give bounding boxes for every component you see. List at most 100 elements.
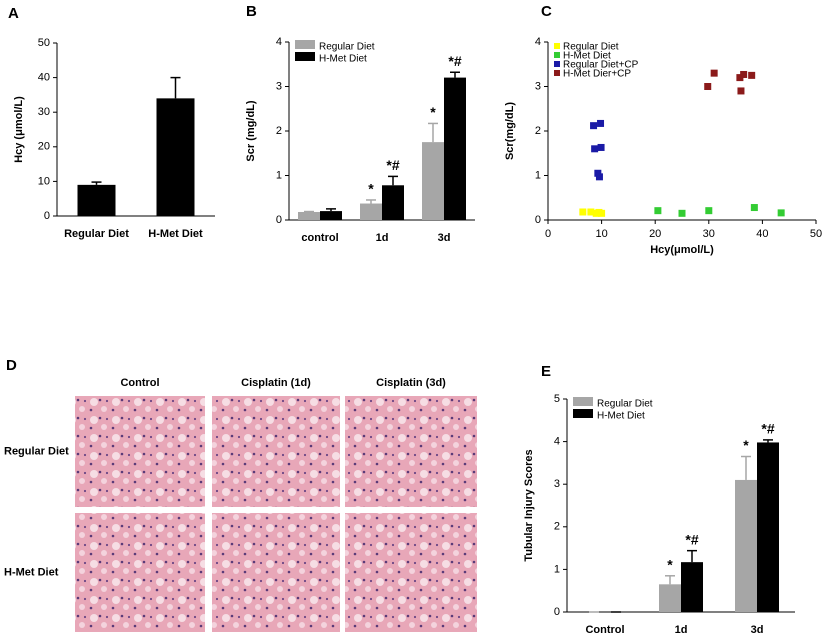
scatter-point <box>595 173 603 181</box>
x-tick-label: 1d <box>376 232 389 244</box>
scatter-point <box>678 209 686 217</box>
y-tick-label: 1 <box>554 563 560 575</box>
histology-image <box>75 396 205 507</box>
legend-label: Regular Diet <box>597 399 653 410</box>
legend-swatch <box>295 40 315 49</box>
bar <box>444 77 466 220</box>
panel-letter: B <box>246 3 257 20</box>
y-tick-label: 2 <box>554 521 560 533</box>
x-tick-label: 1d <box>675 624 688 636</box>
x-tick-label: 3d <box>438 232 451 244</box>
bar <box>735 479 757 612</box>
y-tick-label: 0 <box>554 606 560 618</box>
legend-label: H-Met Diet <box>597 411 645 422</box>
significance-mark: *# <box>386 157 399 173</box>
x-tick-label: Control <box>585 624 624 636</box>
panel-letter: E <box>541 363 551 380</box>
column-label: Cisplatin (1d) <box>241 377 311 389</box>
histology-image <box>345 396 477 507</box>
y-tick-label: 0 <box>535 214 541 226</box>
x-tick-label: 30 <box>703 228 715 240</box>
scatter-point <box>710 69 718 77</box>
legend-label: H-Met Diet <box>319 54 367 65</box>
y-axis-label: Scr(mg/dL) <box>504 102 516 160</box>
legend-swatch <box>573 409 593 418</box>
legend-swatch <box>554 43 560 49</box>
x-tick-label: 0 <box>545 228 551 240</box>
bar <box>298 211 320 220</box>
y-tick-label: 4 <box>276 36 282 48</box>
legend-swatch <box>554 61 560 67</box>
significance-mark: * <box>368 181 374 197</box>
x-tick-label: Regular Diet <box>64 228 129 240</box>
scatter-point <box>591 145 599 153</box>
scatter-point <box>587 208 595 216</box>
row-label: Regular Diet <box>4 445 69 457</box>
significance-mark: *# <box>685 531 698 547</box>
scatter-point <box>594 169 602 177</box>
legend-swatch <box>573 397 593 406</box>
y-tick-label: 0 <box>44 210 50 222</box>
histology-image <box>212 396 340 507</box>
bar <box>382 185 404 220</box>
y-axis-label: Tubular Injury Scores <box>523 449 535 561</box>
y-tick-label: 10 <box>38 175 50 187</box>
x-tick-label: 10 <box>595 228 607 240</box>
y-tick-label: 3 <box>535 80 541 92</box>
column-label: Control <box>120 377 159 389</box>
x-tick-label: 3d <box>751 624 764 636</box>
scatter-point <box>705 207 713 215</box>
y-tick-label: 5 <box>554 393 560 405</box>
column-label: Cisplatin (3d) <box>376 377 446 389</box>
scatter-point <box>654 207 662 215</box>
legend-swatch <box>295 52 315 61</box>
y-tick-label: 3 <box>276 80 282 92</box>
y-tick-label: 3 <box>554 478 560 490</box>
y-tick-label: 1 <box>535 169 541 181</box>
legend-label: H-Met Dier+CP <box>563 69 631 80</box>
scatter-point <box>736 74 744 82</box>
bar <box>77 184 116 216</box>
panel-letter: C <box>541 3 552 20</box>
bar <box>156 98 195 216</box>
panel-letter: A <box>8 5 19 22</box>
significance-mark: * <box>743 437 749 453</box>
histology-image <box>75 513 205 632</box>
scatter-point <box>740 70 748 78</box>
scatter-point <box>704 83 712 90</box>
histology-image <box>212 513 340 632</box>
histology-image <box>345 513 477 632</box>
row-label: H-Met Diet <box>4 566 59 578</box>
y-tick-label: 40 <box>38 72 50 84</box>
scatter-point <box>598 209 606 217</box>
scatter-point <box>590 122 598 130</box>
scatter-point <box>750 204 758 212</box>
scatter-point <box>737 87 745 95</box>
x-tick-label: 40 <box>756 228 768 240</box>
legend-label: Regular Diet <box>319 42 375 53</box>
y-tick-label: 20 <box>38 141 50 153</box>
y-tick-label: 50 <box>38 37 50 49</box>
bar <box>757 442 779 612</box>
x-tick-label: 50 <box>810 228 822 240</box>
legend-swatch <box>554 70 560 76</box>
bar <box>360 203 382 220</box>
significance-mark: * <box>667 556 673 572</box>
legend-label: H-Met Diet <box>563 51 611 62</box>
bar <box>320 211 342 220</box>
y-axis-label: Scr (mg/dL) <box>245 100 257 161</box>
y-tick-label: 0 <box>276 214 282 226</box>
y-axis-label: Hcy (μmol/L) <box>13 96 25 163</box>
scatter-point <box>597 143 605 151</box>
panel-letter: D <box>6 357 17 374</box>
significance-mark: * <box>430 104 436 120</box>
scatter-point <box>748 71 756 79</box>
significance-mark: *# <box>448 53 461 69</box>
legend-swatch <box>554 52 560 58</box>
x-axis-label: Hcy(μmol/L) <box>650 244 714 256</box>
y-tick-label: 4 <box>535 36 541 48</box>
scatter-point <box>579 208 587 216</box>
x-tick-label: control <box>301 232 338 244</box>
y-tick-label: 2 <box>535 125 541 137</box>
